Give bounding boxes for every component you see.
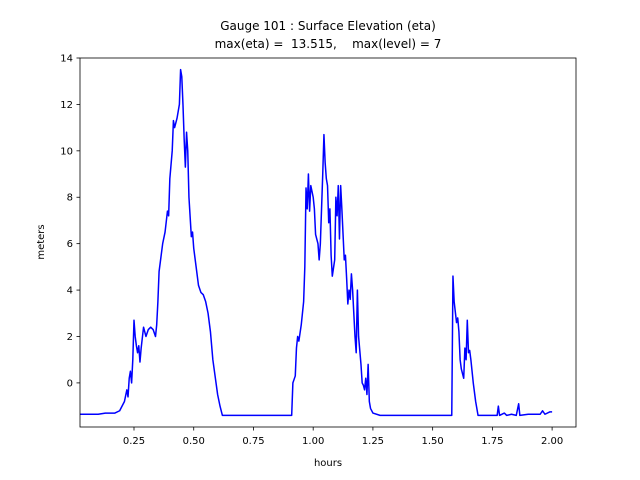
y-tick-label: 0 (67, 378, 73, 389)
y-tick-label: 8 (67, 193, 73, 204)
data-line (80, 68, 553, 417)
x-tick-label: 1.75 (481, 436, 503, 447)
x-tick-label: 2.00 (541, 436, 563, 447)
x-tick-label: 0.75 (242, 436, 264, 447)
y-axis-label: meters (36, 224, 47, 259)
y-tick-label: 10 (60, 146, 73, 157)
chart-subtitle: max(eta) = 13.515, max(level) = 7 (215, 37, 442, 51)
x-axis-label: hours (314, 458, 342, 469)
x-tick-label: 1.00 (302, 436, 324, 447)
y-tick-label: 12 (60, 100, 73, 111)
x-tick-label: 1.25 (362, 436, 384, 447)
y-tick-label: 14 (60, 54, 73, 65)
y-tick-label: 4 (67, 286, 73, 297)
x-tick-label: 0.50 (183, 436, 205, 447)
plot-frame (79, 57, 577, 428)
x-tick-label: 0.25 (123, 436, 145, 447)
y-tick-label: 2 (67, 332, 73, 343)
x-tick-label: 1.50 (422, 436, 444, 447)
y-tick-label: 6 (67, 239, 73, 250)
chart-title: Gauge 101 : Surface Elevation (eta) (220, 19, 436, 33)
